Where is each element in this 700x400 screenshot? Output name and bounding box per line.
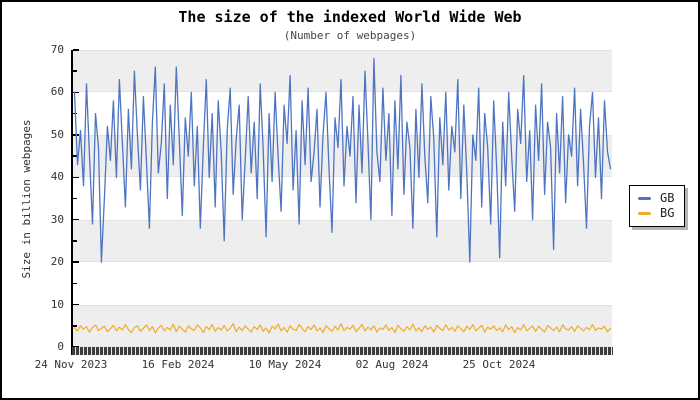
y-axis-tick [73, 91, 79, 94]
plot-band [73, 50, 612, 93]
y-tick-label: 20 [50, 255, 64, 269]
y-axis-line [71, 50, 73, 355]
x-tick-label: 24 Nov 2023 [34, 358, 108, 371]
y-axis-tick [73, 49, 79, 51]
y-axis-minor-tick [73, 197, 77, 200]
y-tick-label: 0 [57, 340, 64, 353]
gb-series-swatch-icon [638, 196, 651, 201]
x-tick-label: 25 Oct 2024 [462, 358, 536, 371]
y-axis-minor-tick [73, 325, 77, 327]
y-axis-minor-tick [73, 240, 77, 242]
x-tick-label: 02 Aug 2024 [355, 358, 429, 371]
y-axis-tick [73, 346, 79, 348]
y-tick-label: 10 [50, 297, 64, 311]
y-axis-minor-tick [73, 155, 77, 157]
legend-item-bg: BG [638, 206, 674, 221]
bg-series-swatch-icon [638, 211, 651, 216]
y-tick-label: 40 [50, 170, 64, 184]
x-axis-tick-band [72, 347, 613, 355]
y-axis-tick [73, 303, 79, 306]
y-tick-label: 70 [50, 43, 64, 56]
y-axis-minor-tick [73, 282, 77, 285]
y-tick-label: 30 [50, 212, 64, 226]
y-axis-tick [73, 218, 79, 221]
bg-line [73, 323, 612, 334]
legend-label: BG [660, 206, 675, 220]
chart-subtitle: (Number of webpages) [283, 29, 417, 42]
chart-title: The size of the indexed World Wide Web [178, 8, 522, 26]
plot-band [73, 219, 612, 263]
plot-area [73, 57, 612, 334]
legend-item-gb: GB [638, 191, 674, 206]
legend-label: GB [660, 191, 675, 205]
gb-line [73, 57, 612, 263]
x-tick-label: 10 May 2024 [248, 358, 322, 371]
legend: GB BG [629, 185, 686, 227]
x-tick-label: 16 Feb 2024 [141, 358, 215, 371]
y-tick-label: 50 [50, 127, 64, 141]
y-axis-tick [73, 176, 79, 179]
y-axis-tick [73, 261, 79, 263]
y-tick-label: 60 [50, 85, 64, 99]
y-axis-title: Size in billion webpages [20, 119, 33, 279]
y-axis-minor-tick [73, 70, 77, 72]
